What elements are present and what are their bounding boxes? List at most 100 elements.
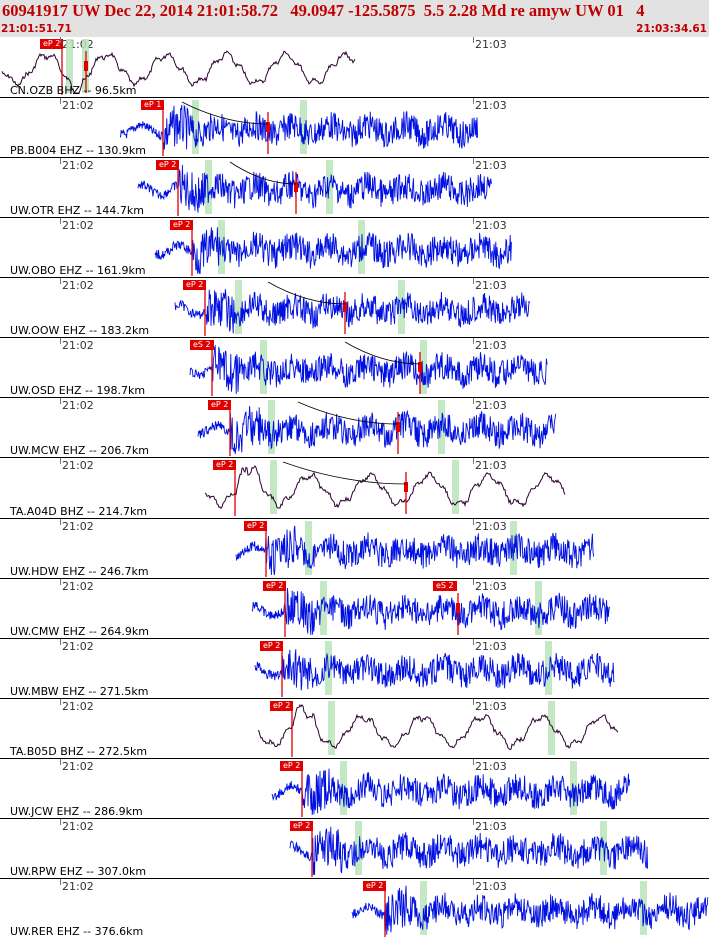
trace-panel[interactable]: 21:02 21:03 eP 2 UW.MBW EHZ -- 271.5km <box>0 637 709 699</box>
waveform[interactable] <box>0 639 709 699</box>
time-label-2103: 21:03 <box>475 339 507 353</box>
pick-flag[interactable]: eP 2 <box>270 700 294 711</box>
waveform[interactable] <box>0 879 709 939</box>
time-label-2103: 21:03 <box>475 99 507 113</box>
minute-tick <box>473 518 474 525</box>
trace-panel[interactable]: 21:02 21:03 eP 2 CN.OZB BHZ -- 96.5km <box>0 37 709 97</box>
waveform[interactable] <box>0 819 709 879</box>
minute-tick <box>473 37 474 43</box>
waveform-trace <box>174 289 531 334</box>
time-label-2103: 21:03 <box>475 819 507 833</box>
minute-tick <box>473 278 474 285</box>
waveform[interactable] <box>0 98 709 158</box>
moveout-curve <box>181 101 269 125</box>
time-label-2103: 21:03 <box>475 579 507 593</box>
trace-panel[interactable]: 21:02 21:03 eP 1 PB.B004 EHZ -- 130.9km <box>0 97 709 157</box>
s-pick-marker <box>456 602 460 613</box>
pick-flag[interactable]: eP 2 <box>40 39 64 49</box>
waveform[interactable] <box>0 519 709 579</box>
minute-tick <box>60 458 61 465</box>
pick-flag[interactable]: eP 2 <box>290 820 314 831</box>
time-label-2103: 21:03 <box>475 219 507 233</box>
trace-panel[interactable]: 21:02 21:03 eP 2 TA.B05D BHZ -- 272.5km <box>0 697 709 759</box>
time-label-2103: 21:03 <box>475 159 507 173</box>
time-label-2102: 21:02 <box>62 99 94 113</box>
trace-panel[interactable]: 21:02 21:03 eP 2 UW.OTR EHZ -- 144.7km <box>0 157 709 217</box>
s-pick-marker <box>418 362 422 373</box>
phase-window <box>300 100 307 155</box>
minute-tick <box>473 578 474 585</box>
station-label: UW.OTR EHZ -- 144.7km <box>10 204 144 218</box>
waveform-trace <box>154 227 512 275</box>
minute-tick <box>60 638 61 645</box>
station-label: UW.RPW EHZ -- 307.0km <box>10 864 147 878</box>
minute-tick <box>473 698 474 705</box>
minute-tick <box>473 758 474 765</box>
phase-window <box>640 880 647 935</box>
phase-window <box>235 280 242 335</box>
s-pick-marker <box>266 122 270 133</box>
waveform[interactable] <box>0 398 709 458</box>
waveform[interactable] <box>0 278 709 338</box>
waveform-trace <box>235 525 595 575</box>
pick-flag[interactable]: eP 2 <box>244 520 268 531</box>
phase-window <box>66 39 73 93</box>
waveform-trace <box>289 826 649 875</box>
phase-window <box>545 640 552 695</box>
trace-panel[interactable]: 21:02 21:03 eP 2 UW.JCW EHZ -- 286.9km <box>0 757 709 819</box>
waveform-trace <box>189 344 548 395</box>
phase-window <box>328 700 335 755</box>
waveform[interactable] <box>0 158 709 218</box>
pick-flag[interactable]: eP 1 <box>141 100 165 111</box>
time-label-2102: 21:02 <box>62 699 94 713</box>
trace-panel[interactable]: 21:02 21:03 eP 2 TA.A04D BHZ -- 214.7km <box>0 457 709 518</box>
pick-flag[interactable]: eP 2 <box>363 880 387 891</box>
seismogram-traces[interactable]: 21:02 21:03 eP 2 CN.OZB BHZ -- 96.5km 21… <box>0 37 709 938</box>
station-label: UW.MBW EHZ -- 271.5km <box>10 684 149 698</box>
pick-flag[interactable]: eP 2 <box>156 160 180 171</box>
phase-window <box>268 400 275 455</box>
pick-flag[interactable]: eP 2 <box>183 280 207 291</box>
trace-panel[interactable]: 21:02 21:03 eP 2 eS 2 UW.CMW EHZ -- 264.… <box>0 577 709 639</box>
waveform-trace <box>251 587 611 635</box>
waveform-trace <box>137 165 492 213</box>
time-label-2102: 21:02 <box>62 459 94 473</box>
phase-window <box>320 580 327 635</box>
phase-window <box>218 220 225 275</box>
waveform[interactable] <box>0 338 709 398</box>
waveform-trace <box>197 406 557 455</box>
pick-flag[interactable]: eP 2 <box>260 640 284 651</box>
minute-tick <box>60 698 61 705</box>
pick-flag-s[interactable]: eS 2 <box>433 580 457 591</box>
station-label: TA.B05D BHZ -- 272.5km <box>10 744 148 758</box>
pick-flag[interactable]: eP 2 <box>208 400 232 411</box>
minute-tick <box>60 878 61 885</box>
minute-tick <box>60 278 61 285</box>
waveform[interactable] <box>0 458 709 518</box>
pick-flag[interactable]: eP 2 <box>170 220 194 231</box>
trace-panel[interactable]: 21:02 21:03 eP 2 UW.OOW EHZ -- 183.2km <box>0 277 709 337</box>
trace-panel[interactable]: 21:02 21:03 eS 2 UW.OSD EHZ -- 198.7km <box>0 337 709 397</box>
waveform[interactable] <box>0 759 709 819</box>
trace-panel[interactable]: 21:02 21:03 eP 2 UW.RER EHZ -- 376.6km <box>0 877 709 939</box>
pick-flag[interactable]: eP 2 <box>263 580 287 591</box>
pick-flag[interactable]: eP 2 <box>280 760 304 771</box>
trace-panel[interactable]: 21:02 21:03 eP 2 UW.RPW EHZ -- 307.0km <box>0 817 709 879</box>
minute-tick <box>60 338 61 345</box>
pick-flag[interactable]: eP 2 <box>213 460 237 471</box>
waveform-trace <box>351 885 709 935</box>
waveform[interactable] <box>0 699 709 759</box>
time-label-2102: 21:02 <box>62 759 94 773</box>
trace-panel[interactable]: 21:02 21:03 eP 2 UW.MCW EHZ -- 206.7km <box>0 397 709 457</box>
time-label-2102: 21:02 <box>62 579 94 593</box>
pick-flag[interactable]: eS 2 <box>190 340 214 351</box>
waveform[interactable] <box>0 218 709 278</box>
waveform-trace <box>204 465 566 510</box>
phase-window <box>355 820 362 875</box>
moveout-curve <box>229 161 297 185</box>
waveform[interactable] <box>0 579 709 639</box>
minute-tick <box>473 218 474 225</box>
waveform[interactable] <box>0 37 709 97</box>
trace-panel[interactable]: 21:02 21:03 eP 2 UW.OBO EHZ -- 161.9km <box>0 217 709 277</box>
trace-panel[interactable]: 21:02 21:03 eP 2 UW.HDW EHZ -- 246.7km <box>0 517 709 579</box>
